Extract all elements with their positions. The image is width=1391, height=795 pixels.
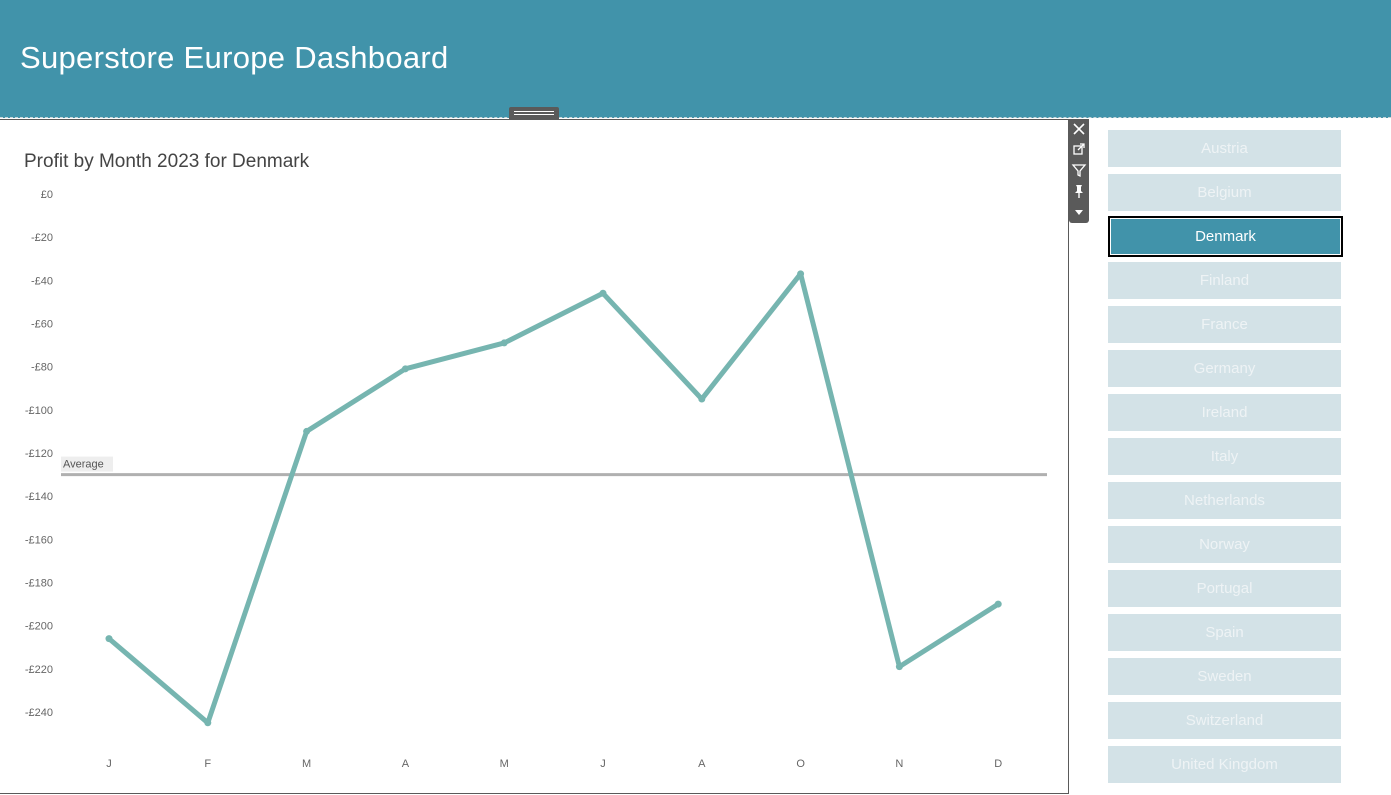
y-tick-label: -£180 — [25, 578, 53, 590]
profit-point[interactable] — [303, 427, 311, 435]
y-axis: £0 -£20 -£40 -£60 -£80 -£100 -£120 -£140 -£160 -£… — [25, 189, 53, 719]
profit-point[interactable] — [105, 635, 113, 643]
y-tick-label: -£160 — [25, 534, 53, 546]
x-tick-label: D — [994, 758, 1002, 770]
filter-item-austria[interactable]: Austria — [1108, 130, 1341, 167]
y-tick-label: -£60 — [31, 319, 53, 331]
y-tick-label: -£140 — [25, 491, 53, 503]
filter-icon[interactable] — [1069, 160, 1089, 180]
filter-item-finland[interactable]: Finland — [1108, 262, 1341, 299]
filter-item-netherlands[interactable]: Netherlands — [1108, 482, 1341, 519]
filter-item-belgium[interactable]: Belgium — [1108, 174, 1341, 211]
profit-series — [105, 270, 1002, 727]
filter-item-denmark[interactable]: Denmark — [1108, 216, 1343, 257]
profit-point[interactable] — [204, 719, 212, 727]
filter-item-switzerland[interactable]: Switzerland — [1108, 702, 1341, 739]
filter-item-united-kingdom[interactable]: United Kingdom — [1108, 746, 1341, 783]
profit-point[interactable] — [797, 270, 805, 278]
y-tick-label: -£80 — [31, 362, 53, 374]
y-tick-label: -£120 — [25, 448, 53, 460]
chart-title: Profit by Month 2023 for Denmark — [24, 151, 310, 172]
x-tick-label: J — [106, 758, 112, 770]
pin-icon[interactable] — [1069, 181, 1089, 201]
caret-down-icon[interactable] — [1069, 202, 1089, 222]
filter-item-france[interactable]: France — [1108, 306, 1341, 343]
y-tick-label: -£40 — [31, 275, 53, 287]
y-tick-label: £0 — [41, 189, 53, 201]
close-icon[interactable] — [1069, 119, 1089, 139]
x-tick-label: A — [698, 758, 706, 770]
profit-point[interactable] — [401, 365, 409, 373]
filter-item-portugal[interactable]: Portugal — [1108, 570, 1341, 607]
y-tick-label: -£200 — [25, 621, 53, 633]
y-tick-label: -£240 — [25, 707, 53, 719]
external-link-icon[interactable] — [1069, 139, 1089, 159]
chart-panel[interactable]: Profit by Month 2023 for Denmark £0 -£20 -… — [0, 119, 1069, 794]
filter-item-spain[interactable]: Spain — [1108, 614, 1341, 651]
resize-handle[interactable] — [509, 107, 559, 119]
x-tick-label: A — [402, 758, 410, 770]
profit-point[interactable] — [895, 663, 903, 671]
profit-point[interactable] — [599, 289, 607, 297]
dashboard-header: Superstore Europe Dashboard — [0, 0, 1391, 118]
x-tick-label: O — [796, 758, 805, 770]
profit-line — [107, 271, 1000, 726]
filter-item-norway[interactable]: Norway — [1108, 526, 1341, 563]
x-tick-label: N — [895, 758, 903, 770]
x-tick-label: F — [204, 758, 211, 770]
dashboard-title: Superstore Europe Dashboard — [20, 40, 449, 75]
profit-point[interactable] — [500, 339, 508, 347]
x-tick-label: M — [302, 758, 311, 770]
y-tick-label: -£100 — [25, 405, 53, 417]
profit-point[interactable] — [994, 600, 1002, 608]
x-tick-label: J — [600, 758, 606, 770]
profit-line-chart: Profit by Month 2023 for Denmark £0 -£20 -… — [24, 151, 1047, 770]
y-tick-label: -£220 — [25, 664, 53, 676]
filter-item-ireland[interactable]: Ireland — [1108, 394, 1341, 431]
worksheet-toolbar — [1069, 119, 1089, 223]
filter-item-italy[interactable]: Italy — [1108, 438, 1341, 475]
profit-point[interactable] — [698, 395, 706, 403]
x-tick-label: M — [500, 758, 509, 770]
filter-item-sweden[interactable]: Sweden — [1108, 658, 1341, 695]
average-label-bg — [61, 456, 113, 472]
average-label: Average — [63, 459, 104, 471]
average-reference-line: Average — [61, 456, 1047, 477]
filter-item-germany[interactable]: Germany — [1108, 350, 1341, 387]
y-tick-label: -£20 — [31, 232, 53, 244]
